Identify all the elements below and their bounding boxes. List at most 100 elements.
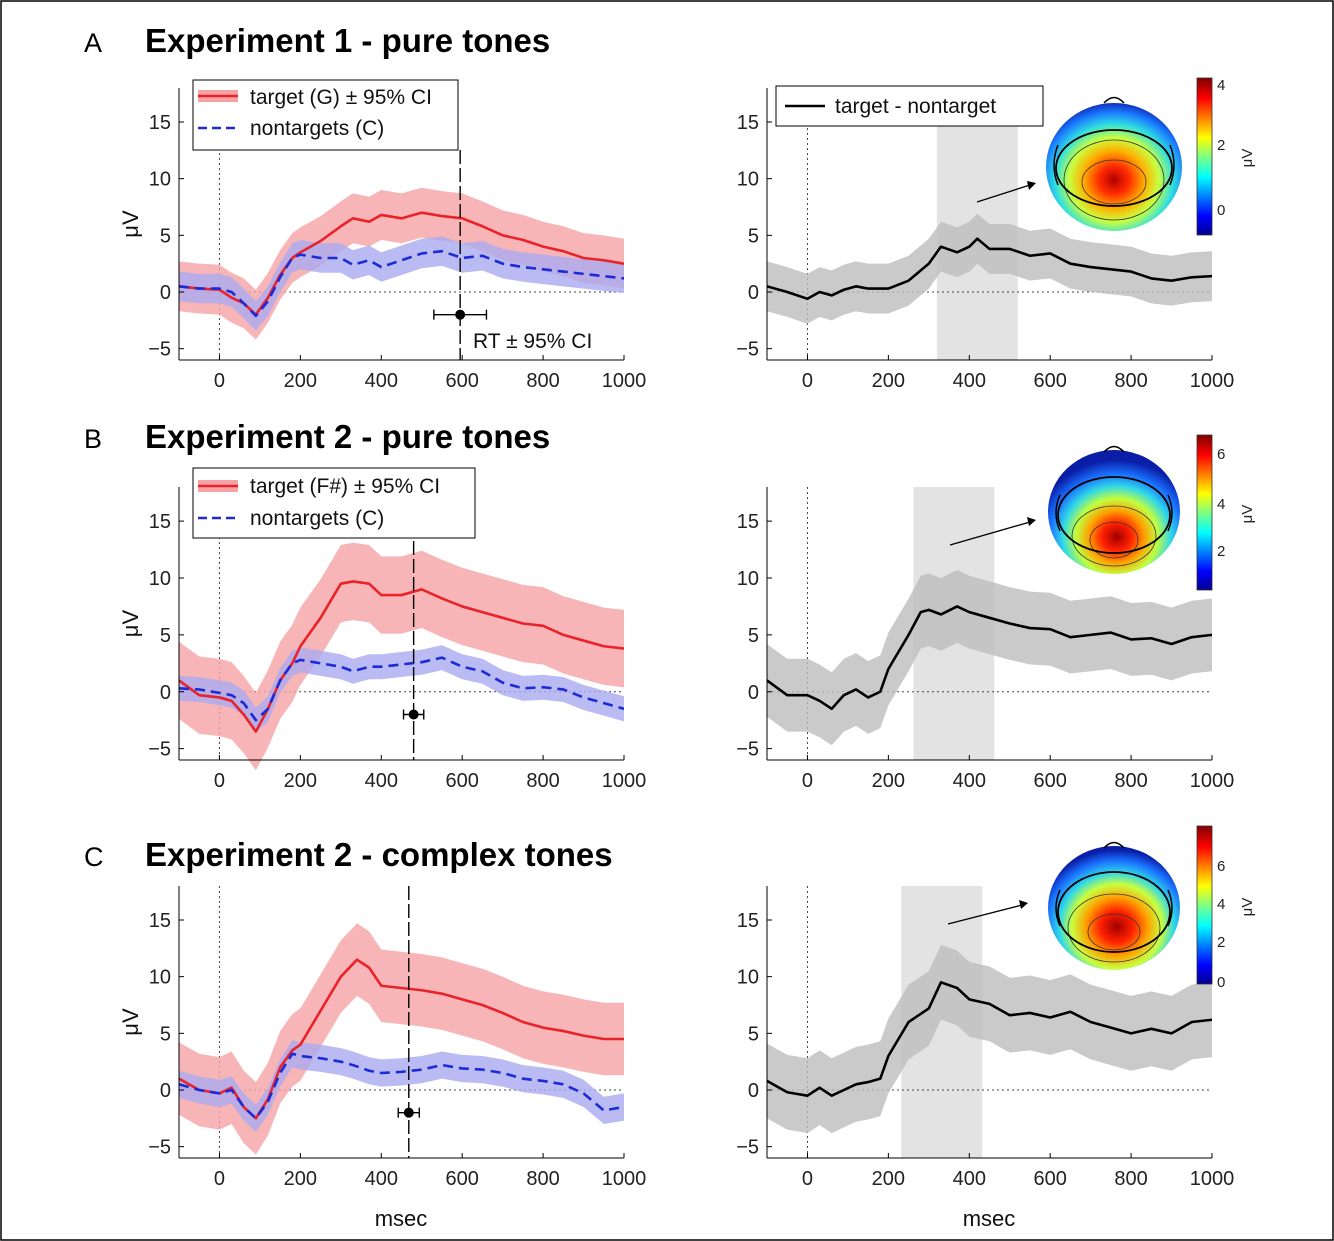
x-tick-label: 600 (1033, 770, 1066, 792)
x-axis-label-right: msec (963, 1206, 1016, 1231)
y-tick-label: 0 (748, 1080, 759, 1102)
panel-a-title: Experiment 1 - pure tones (145, 22, 550, 59)
scalp-map-c (947, 841, 1180, 970)
plot-area-c-right (767, 886, 1212, 1158)
y-tick-label: 15 (149, 511, 171, 533)
x-tick-label: 200 (284, 370, 317, 392)
x-tick-label: 800 (1114, 1168, 1147, 1190)
y-tick-label: 15 (737, 910, 759, 932)
x-tick-label: 0 (214, 1168, 225, 1190)
colorbar-unit: μV (1239, 898, 1256, 917)
x-tick-label: 800 (1114, 370, 1147, 392)
series-line-0 (179, 211, 624, 316)
x-tick-label: 200 (284, 1168, 317, 1190)
x-tick-label: 1000 (602, 770, 647, 792)
y-axis-label: μV (118, 1008, 143, 1036)
x-tick-label: 0 (802, 770, 813, 792)
plot-area-a-right (767, 88, 1212, 360)
y-tick-label: 15 (149, 910, 171, 932)
y-tick-label: −5 (736, 339, 759, 361)
colorbar-unit: μV (1239, 149, 1256, 168)
y-tick-label: 0 (160, 1080, 171, 1102)
x-tick-label: 1000 (602, 1168, 647, 1190)
colorbar-tick: 2 (1217, 934, 1225, 951)
rt-point (455, 309, 466, 320)
x-tick-label: 600 (1033, 370, 1066, 392)
x-axis-label-left: msec (375, 1206, 428, 1231)
y-tick-label: −5 (736, 739, 759, 761)
x-tick-label: 400 (953, 370, 986, 392)
legend-target: target (G) ± 95% CI (250, 86, 432, 109)
y-tick-label: 10 (149, 967, 171, 989)
series-line-0 (179, 580, 624, 733)
x-tick-label: 400 (365, 1168, 398, 1190)
y-tick-label: −5 (148, 339, 171, 361)
ci-band-0 (767, 944, 1212, 1134)
x-tick-label: 0 (802, 1168, 813, 1190)
ci-band-0 (179, 923, 624, 1155)
x-tick-label: 1000 (1190, 770, 1235, 792)
colorbar-tick: 0 (1217, 202, 1225, 219)
y-tick-label: 0 (748, 282, 759, 304)
x-tick-label: 200 (284, 770, 317, 792)
legend-difference: target - nontarget (835, 95, 996, 118)
ci-band-1 (179, 1040, 624, 1132)
y-tick-label: 5 (160, 225, 171, 247)
scalp-map-a (976, 96, 1182, 231)
y-tick-label: 0 (160, 282, 171, 304)
rt-point (408, 709, 419, 720)
ci-band-0 (179, 542, 624, 771)
y-tick-label: 10 (149, 169, 171, 191)
y-tick-label: 10 (737, 568, 759, 590)
y-tick-label: 5 (160, 625, 171, 647)
y-tick-label: 5 (748, 1023, 759, 1045)
x-tick-label: 1000 (1190, 1168, 1235, 1190)
colorbar-a: 4 2 0 μV (1196, 77, 1256, 236)
colorbar-tick: 6 (1217, 858, 1225, 875)
y-tick-label: 15 (737, 511, 759, 533)
legend-target: target (F#) ± 95% CI (250, 475, 440, 498)
x-tick-label: 800 (526, 1168, 559, 1190)
y-tick-label: 10 (737, 169, 759, 191)
y-tick-label: 5 (160, 1023, 171, 1045)
x-tick-label: 0 (214, 370, 225, 392)
y-tick-label: 0 (748, 682, 759, 704)
legend-panel-a-diff: target - nontarget (775, 85, 1044, 127)
y-tick-label: 0 (160, 682, 171, 704)
x-tick-label: 200 (872, 370, 905, 392)
x-tick-label: 400 (953, 770, 986, 792)
panel-b-letter: B (84, 424, 102, 454)
y-tick-label: 15 (737, 112, 759, 134)
y-tick-label: −5 (148, 739, 171, 761)
ci-band-0 (767, 213, 1212, 324)
colorbar-tick: 0 (1217, 974, 1225, 991)
panel-c-letter: C (84, 842, 104, 872)
x-tick-label: 200 (872, 770, 905, 792)
plot-area-a-left (179, 88, 624, 360)
panel-a-letter: A (84, 28, 102, 58)
y-axis-label: μV (118, 610, 143, 638)
plot-area-b-right (767, 487, 1212, 760)
x-tick-label: 400 (365, 370, 398, 392)
legend-panel-a: target (G) ± 95% CI nontargets (C) (192, 79, 459, 151)
scalp-map-b (949, 445, 1180, 574)
x-tick-label: 800 (526, 370, 559, 392)
ci-band-0 (767, 570, 1212, 746)
colorbar-tick: 4 (1217, 896, 1225, 913)
series-line-0 (767, 237, 1212, 301)
x-tick-label: 0 (214, 770, 225, 792)
y-tick-label: 10 (737, 967, 759, 989)
x-tick-label: 600 (445, 1168, 478, 1190)
legend-panel-b: target (F#) ± 95% CI nontargets (C) (192, 467, 476, 539)
y-tick-label: −5 (736, 1137, 759, 1159)
y-axis-label: μV (118, 210, 143, 238)
x-tick-label: 0 (802, 370, 813, 392)
rt-label: RT ± 95% CI (473, 330, 592, 353)
x-tick-label: 400 (953, 1168, 986, 1190)
colorbar-tick: 4 (1217, 77, 1225, 94)
series-line-0 (767, 981, 1212, 1097)
colorbar-tick: 6 (1217, 446, 1225, 463)
x-tick-label: 1000 (1190, 370, 1235, 392)
